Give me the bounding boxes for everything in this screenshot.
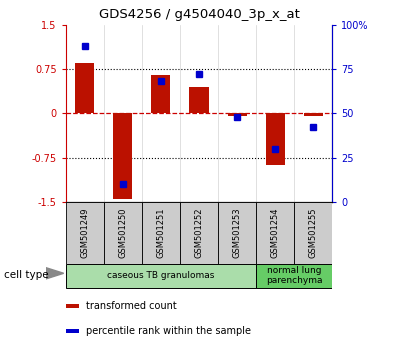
- Bar: [151, 75, 170, 113]
- FancyBboxPatch shape: [66, 263, 256, 288]
- FancyBboxPatch shape: [66, 202, 104, 264]
- FancyBboxPatch shape: [294, 202, 332, 264]
- Text: GSM501250: GSM501250: [118, 207, 127, 258]
- Text: GSM501249: GSM501249: [80, 207, 89, 258]
- Text: GSM501252: GSM501252: [195, 207, 203, 258]
- FancyBboxPatch shape: [180, 202, 218, 264]
- Bar: [304, 113, 323, 116]
- Text: transformed count: transformed count: [86, 301, 176, 311]
- Text: caseous TB granulomas: caseous TB granulomas: [107, 271, 215, 280]
- Bar: [228, 113, 247, 116]
- Bar: [113, 113, 132, 199]
- FancyBboxPatch shape: [256, 263, 332, 288]
- Text: normal lung
parenchyma: normal lung parenchyma: [266, 266, 322, 285]
- FancyBboxPatch shape: [142, 202, 180, 264]
- Bar: [66, 304, 80, 308]
- Text: GSM501255: GSM501255: [309, 207, 318, 258]
- FancyBboxPatch shape: [104, 202, 142, 264]
- Text: cell type: cell type: [4, 270, 49, 280]
- Bar: [189, 87, 209, 113]
- Text: GSM501251: GSM501251: [156, 207, 166, 258]
- FancyBboxPatch shape: [256, 202, 294, 264]
- Text: percentile rank within the sample: percentile rank within the sample: [86, 326, 251, 336]
- Title: GDS4256 / g4504040_3p_x_at: GDS4256 / g4504040_3p_x_at: [99, 8, 299, 21]
- Text: GSM501253: GSM501253: [232, 207, 242, 258]
- Bar: [66, 329, 80, 333]
- Bar: [75, 63, 94, 113]
- Polygon shape: [46, 268, 64, 279]
- Bar: [266, 113, 285, 165]
- FancyBboxPatch shape: [218, 202, 256, 264]
- Text: GSM501254: GSM501254: [271, 207, 280, 258]
